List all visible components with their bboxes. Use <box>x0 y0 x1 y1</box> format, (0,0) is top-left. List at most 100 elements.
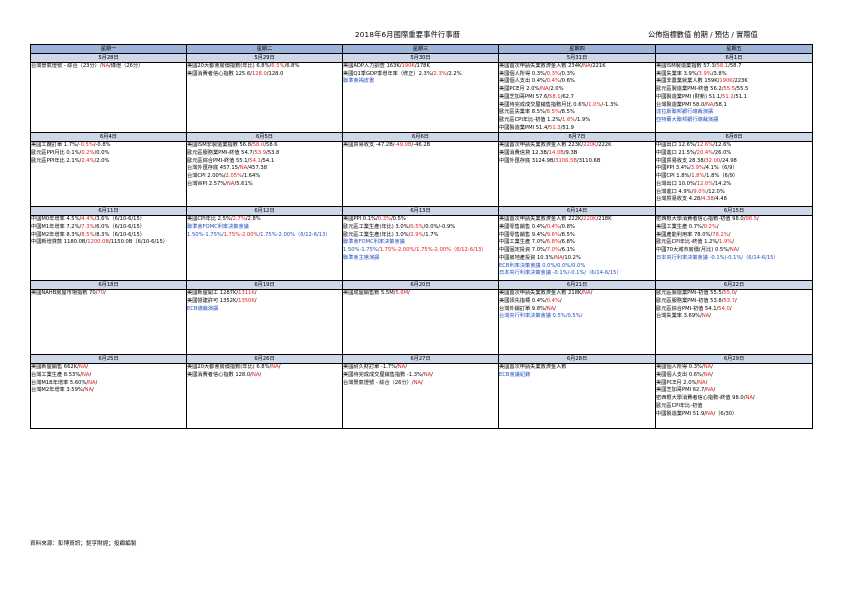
highlighted-event: 日本央行利率決策會議 -0.1%/-0.1%/（6/14-6/15） <box>499 270 622 277</box>
event-text: 美國非農業就業人數 159K/ <box>656 78 720 85</box>
event-text: 美國消費信貸 12.3B/ <box>499 150 549 157</box>
event-text: /-46.2B <box>411 142 431 149</box>
event-text: /3.6%（6/10-6/15） <box>94 216 145 223</box>
event-text: 美國消費者信心指數 128.0/ <box>187 372 252 379</box>
event-text: 美國工廠訂單 1.7%/ <box>31 142 79 149</box>
event-text: 中國PPI 3.4%/ <box>656 165 691 172</box>
event-text: / <box>278 364 281 371</box>
event-item: 台灣貿易收支 4.28/4.38/4.48 <box>657 196 812 204</box>
event-text: /-1.3% <box>601 101 619 108</box>
event-item: 聯準會主席演講 <box>344 255 498 263</box>
event-text: 歐元區PPI年比 2.1%/ <box>31 157 82 164</box>
event-text: 美國PCE月 2.0%/ <box>499 86 542 93</box>
event-text: 台灣M2年增率 3.59%/ <box>31 387 85 394</box>
forecast-value: 1.0% <box>588 101 602 108</box>
weekday-header: 星期三 <box>342 44 499 54</box>
events-row: 中國M0年增率 4.5%/4.4%/3.6%（6/10-6/15） 中國M1年增率… <box>30 215 813 282</box>
forecast-value: 9.6% <box>546 231 560 238</box>
event-item: 美國待完成成交屋銷售指數月比 0.6%/1.0%/-1.3% <box>500 101 655 110</box>
event-text: / <box>705 379 708 386</box>
forecast-value: 2.3% <box>433 70 447 77</box>
forecast-value: NA <box>698 379 706 386</box>
weekday-header: 星期二 <box>186 44 343 54</box>
forecast-value: 1311K <box>238 290 255 297</box>
event-item: 中國M0年增率 4.5%/4.4%/3.6%（6/10-6/15） <box>32 216 186 224</box>
event-item: 中國製造業PMI 51.4/51.3/51.9 <box>500 125 655 132</box>
day-events-cell: 美國首次申請失業救濟金人數 218K/NA/美國領先指標 0.4%/0.4%/台… <box>498 289 656 356</box>
event-item: 美國20大都會房價指數(年比) 6.8%/NA/ <box>188 364 342 372</box>
forecast-value: 1.9% <box>719 239 733 246</box>
forecast-value: NA <box>227 180 235 187</box>
event-item: 中國零售銷售 9.4%/9.6%/8.5% <box>500 231 655 240</box>
event-text: /8.5% <box>559 109 575 116</box>
event-text: 美國首次申請失業救濟金人數 222K/ <box>499 216 584 223</box>
forecast-value: 12.6% <box>696 142 714 149</box>
event-item: 美國PCE月 2.0%/NA/ <box>657 379 812 388</box>
date-cell: 6月4日 <box>30 132 187 143</box>
date-cell: 5月31日 <box>498 53 656 63</box>
event-text: / <box>554 305 556 312</box>
event-text: 歐元區工業生產(年比) 3.0%/ <box>343 224 411 231</box>
forecast-value: -49.0B <box>394 142 412 149</box>
event-text: 美國貿易收支 -47.2B/ <box>343 142 395 149</box>
day-events-cell: 密西根大學消費者信心指數-初值 98.0/98.5/美國工業生產 0.7%/0.… <box>655 215 813 282</box>
event-text: / <box>408 290 410 297</box>
forecast-value: 98.5 <box>745 216 758 223</box>
date-row: 6月4日 6月5日 6月6日 6月7日 6月8日 <box>30 132 813 143</box>
event-text: 歐元區服務業PMI-終值 54.7/ <box>187 150 255 157</box>
event-text: 美國ISM製造業指數 57.3/ <box>656 63 717 69</box>
forecast-value: 12.0% <box>696 180 714 187</box>
forecast-value: NA <box>84 387 93 394</box>
event-text: 美國個人所得 0.3%/ <box>656 364 704 371</box>
date-cell: 6月25日 <box>30 354 187 365</box>
day-events-cell: 美國首次申請失業救濟金人數 222K/220K/218K 美國零售銷售 0.4%/… <box>498 215 656 282</box>
event-item: 中國70大城市房價(月比) 0.5%/NA/ <box>657 247 812 255</box>
event-item: 日本央行利率決策會議 -0.1%/-0.1%/（6/14-6/15） <box>499 270 655 278</box>
forecast-value: 128.0 <box>251 70 267 77</box>
date-cell: 6月15日 <box>655 206 813 217</box>
event-text: /223K <box>732 78 748 85</box>
forecast-value: 0.4% <box>546 298 560 305</box>
date-cell: 6月14日 <box>498 206 656 217</box>
event-item: 美國營建許可 1352K/1350K/ <box>188 298 342 306</box>
forecast-value: NA <box>541 86 549 93</box>
event-text: 中國進口 21.5%/ <box>656 150 697 157</box>
event-text: 中國貿易收支 28.38/ <box>656 157 706 164</box>
event-item: 歐元區PPI月比 0.1%/0.2%/0.0% <box>32 150 186 158</box>
event-text: /6.0%（6/10-6/15） <box>94 224 145 231</box>
event-item: 中國工業生產 7.0%/6.8%/6.8% <box>500 239 655 247</box>
forecast-value: NA <box>88 379 96 386</box>
event-item: 美國首次申請失業救濟金人數 234K/NA/221K <box>500 64 655 71</box>
event-text: / <box>757 216 759 223</box>
forecast-value: NA <box>423 372 432 379</box>
forecast-value: NA <box>729 247 738 254</box>
date-cell: 6月29日 <box>655 354 813 365</box>
event-item: 台灣景氣燈號 - 綜合（23分）/NA/綠燈（26分） <box>32 64 186 71</box>
day-events-cell: 美國新屋開工 1287K/1311K/美國營建許可 1352K/1350K/EC… <box>186 289 343 356</box>
event-text: / <box>735 298 737 305</box>
forecast-value: 220K <box>583 142 597 149</box>
event-text: / <box>431 372 433 379</box>
event-text: /55.5 <box>735 86 749 93</box>
day-events-cell: 中國M0年增率 4.5%/4.4%/3.6%（6/10-6/15） 中國M1年增率… <box>30 215 187 282</box>
event-item: 美國個人所得 0.3%/NA/ <box>656 364 812 372</box>
event-text: 中國固定投資 7.0%/ <box>499 247 547 254</box>
event-item: 美國20大都會房價指數(年比) 6.8%/6.5%/6.8% <box>188 64 342 71</box>
forecast-value: 51.2 <box>722 93 734 100</box>
event-item: 美國芝加哥PMI 57.6/58.1/62.7 <box>500 94 655 102</box>
forecast-value: 0.4% <box>546 78 560 85</box>
event-text: /2.0% <box>94 157 110 164</box>
event-item: 中國M2年增率 8.3%/8.5%/8.3%（6/10-6/15） <box>32 232 186 240</box>
forecast-value: 190K <box>401 63 415 69</box>
event-item: 聯準會FOMC利率決策會議 1.50%-1.75%/1.75%-2.00%/1.… <box>188 224 342 239</box>
event-text: / <box>711 372 713 379</box>
forecast-value: 7.3% <box>81 224 95 231</box>
event-text: 中國製造業PMI (財新) 51.1/ <box>656 93 723 100</box>
date-cell: 6月6日 <box>342 132 499 143</box>
event-item: 美國零售銷售 0.4%/0.4%/0.8% <box>500 224 655 232</box>
event-text: 美國耐久財訂單 -1.7%/ <box>343 364 398 371</box>
weekday-header: 星期四 <box>498 44 656 54</box>
event-item: 台灣CPI 2.00%/2.05%/1.64% <box>188 173 342 181</box>
event-text: 台灣景氣燈號 - 綜合（26分）/ <box>343 379 414 386</box>
event-item: 台灣工業生產 8.53%/NA/ <box>32 372 186 380</box>
